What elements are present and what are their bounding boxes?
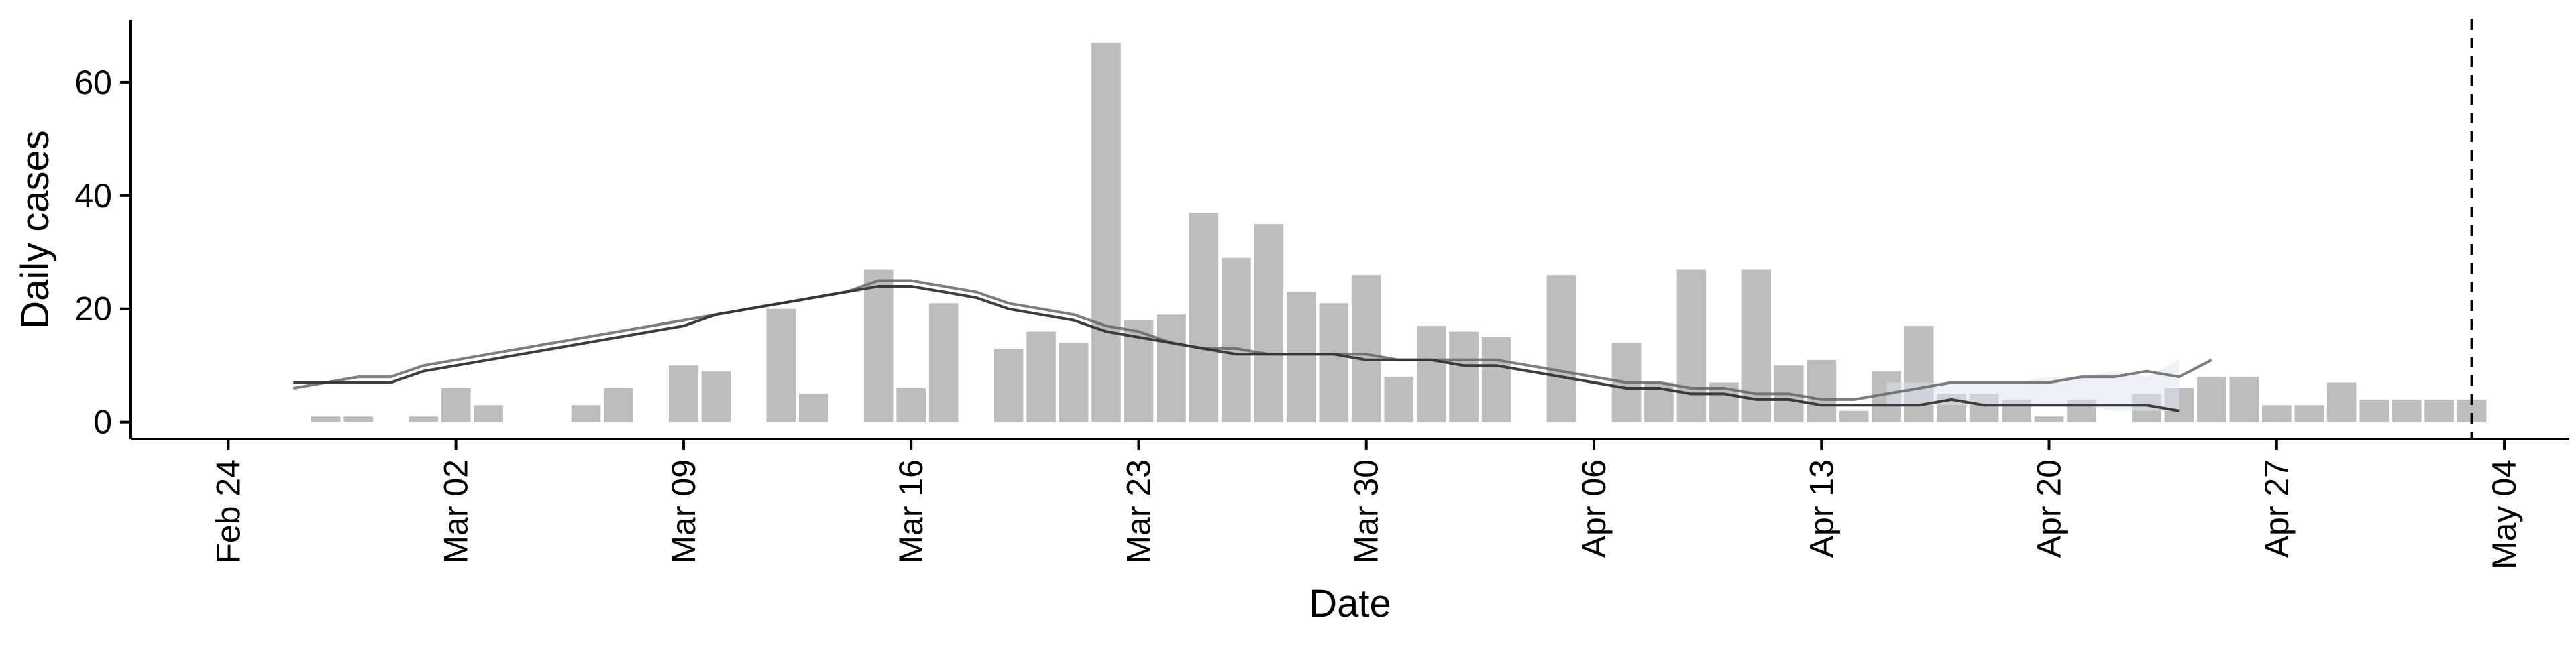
bar — [1059, 343, 1089, 422]
bar — [409, 416, 438, 422]
bar — [1222, 257, 1251, 422]
x-tick-label: Mar 16 — [892, 459, 930, 564]
bar — [2392, 399, 2422, 422]
bar — [2262, 405, 2292, 422]
bar — [1091, 42, 1121, 422]
bar — [1807, 359, 1837, 422]
y-tick-label: 60 — [74, 64, 112, 101]
bar — [928, 303, 959, 422]
y-axis-title: Daily cases — [13, 130, 57, 329]
bar — [1319, 303, 1349, 422]
bar — [1416, 326, 1446, 422]
bar — [1546, 275, 1576, 422]
bar — [1384, 377, 1413, 422]
x-tick-label: Apr 06 — [1575, 459, 1613, 558]
bar — [1026, 331, 1056, 422]
x-tick-label: Apr 27 — [2258, 459, 2296, 558]
bar — [441, 388, 471, 422]
bar — [343, 416, 374, 422]
x-tick-label: Feb 24 — [209, 459, 247, 564]
forecast-band — [1886, 359, 2180, 411]
bar — [1254, 224, 1284, 422]
bar — [2294, 405, 2324, 422]
x-tick-label: Apr 13 — [1803, 459, 1840, 558]
bar — [1157, 314, 1186, 422]
bar — [669, 365, 698, 422]
bar — [2359, 399, 2389, 422]
bar — [1189, 213, 1219, 422]
bar — [2326, 382, 2357, 422]
bar — [1839, 410, 1869, 422]
x-tick-label: Mar 30 — [1348, 459, 1385, 564]
series-line-1 — [292, 279, 2212, 401]
bar — [1481, 337, 1511, 422]
bar — [1351, 275, 1381, 422]
bar — [1287, 292, 1316, 422]
bar — [2034, 416, 2064, 422]
bar — [1904, 326, 1934, 422]
bar — [799, 394, 828, 422]
y-tick-label: 0 — [93, 404, 112, 441]
y-tick-label: 40 — [74, 177, 112, 215]
x-tick-label: Apr 20 — [2031, 459, 2068, 558]
x-tick-label: Mar 23 — [1120, 459, 1157, 564]
bar — [1676, 269, 1707, 422]
bar — [701, 371, 731, 422]
bar — [2424, 399, 2454, 422]
x-tick-label: Mar 09 — [665, 459, 702, 564]
series-line-2 — [293, 285, 2180, 412]
bar — [311, 416, 341, 422]
bar — [604, 388, 633, 422]
bar — [571, 405, 601, 422]
bar — [1449, 331, 1479, 422]
bar — [766, 308, 796, 422]
bar — [2197, 377, 2226, 422]
x-axis-title: Date — [1309, 582, 1391, 626]
x-tick-label: May 04 — [2485, 459, 2523, 569]
bar — [863, 269, 894, 422]
bar — [896, 388, 926, 422]
y-tick-label: 20 — [74, 290, 112, 328]
bar — [474, 405, 503, 422]
x-tick-label: Mar 02 — [437, 459, 475, 564]
bar — [994, 348, 1024, 422]
bar — [2229, 377, 2259, 422]
